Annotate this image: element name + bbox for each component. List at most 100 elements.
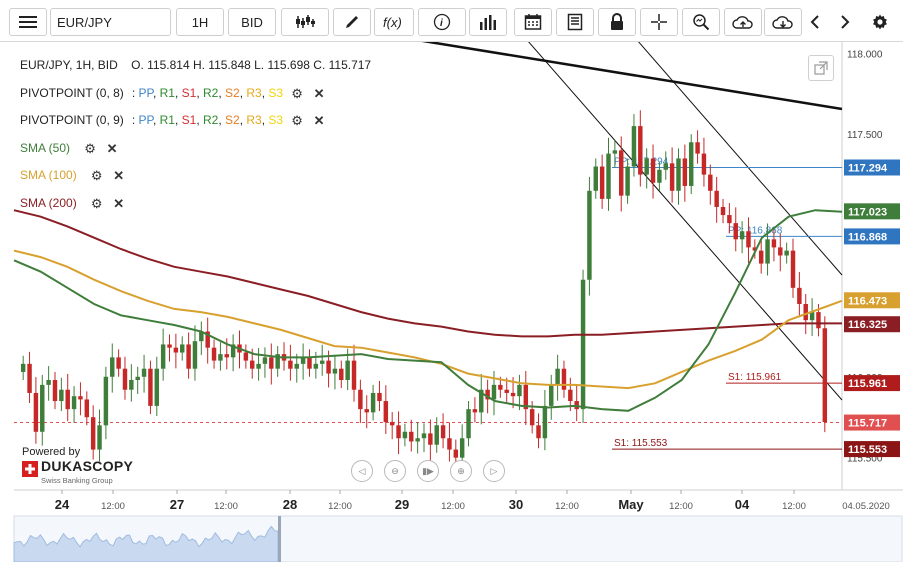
candle-body: [504, 389, 509, 393]
candle-body: [561, 368, 567, 390]
x-tick-label: May: [618, 497, 644, 512]
candle-body: [243, 352, 249, 361]
navigator[interactable]: [13, 515, 903, 562]
calendar-button[interactable]: [514, 8, 552, 36]
candle-body: [97, 425, 102, 450]
price-tag-label: 115.961: [848, 378, 887, 390]
close-icon[interactable]: ✕: [106, 140, 118, 156]
info-button[interactable]: i: [418, 8, 466, 36]
candle-body: [510, 392, 516, 397]
candle-body: [409, 431, 414, 442]
symbol-selector[interactable]: EUR/JPY: [50, 8, 171, 36]
candle-body: [275, 354, 280, 369]
pivot-separator: ,: [261, 85, 269, 100]
gear-icon[interactable]: ⚙: [291, 113, 303, 128]
candle-body: [708, 174, 713, 191]
sma100-label: SMA (100): [20, 168, 77, 182]
scroll-left-button[interactable]: [802, 8, 828, 36]
download-button[interactable]: [764, 8, 802, 36]
candle-body: [606, 153, 611, 199]
candle-body: [797, 287, 802, 305]
candle-body: [148, 368, 153, 406]
zoom-in-button[interactable]: ⊕: [450, 460, 472, 482]
chart-type-button[interactable]: [281, 8, 329, 36]
candle-body: [71, 396, 77, 410]
candle-body: [84, 399, 90, 418]
candle-body: [300, 357, 306, 364]
close-icon[interactable]: ✕: [113, 168, 125, 183]
close-icon[interactable]: ✕: [113, 195, 125, 211]
indicators-button[interactable]: f(x): [374, 8, 414, 36]
nav-back-button[interactable]: ◁: [351, 460, 373, 482]
candle-body: [160, 344, 166, 369]
template-button[interactable]: [556, 8, 594, 36]
candle-body: [542, 405, 548, 439]
scroll-right-button[interactable]: [832, 8, 858, 36]
pivot-separator: ,: [239, 85, 247, 100]
price-tag: [844, 228, 900, 245]
sma50-label: SMA (50): [20, 140, 71, 155]
candle-body: [790, 250, 796, 288]
candle-body: [377, 392, 382, 402]
zoom-icon: [693, 14, 710, 31]
x-tick-label: 24: [55, 497, 70, 512]
close-icon[interactable]: ✕: [313, 113, 325, 128]
popout-button[interactable]: [808, 55, 834, 81]
candle-body: [536, 425, 541, 439]
candle-body: [701, 153, 707, 175]
x-tick-label: 12:00: [441, 501, 465, 512]
pivot-separator: ,: [196, 113, 203, 127]
candle-body: [129, 380, 134, 390]
price-side-selector[interactable]: BID: [228, 8, 276, 36]
timeframe-selector[interactable]: 1H: [176, 8, 224, 36]
candle-body: [249, 360, 255, 369]
close-icon[interactable]: ✕: [313, 85, 325, 101]
candle-body: [453, 449, 459, 458]
candle-body: [205, 331, 210, 348]
candle-body: [154, 368, 160, 406]
candle-body: [625, 166, 630, 196]
nav-forward-button[interactable]: ▷: [483, 460, 505, 482]
gear-icon[interactable]: ⚙: [291, 85, 303, 101]
price-tag-label: 115.717: [848, 418, 887, 430]
pivot-separator: ,: [174, 113, 182, 127]
menu-icon[interactable]: [9, 8, 47, 36]
candle-body: [580, 279, 586, 410]
volume-button[interactable]: [469, 8, 507, 36]
candle-body: [739, 231, 745, 240]
candle-body: [638, 126, 643, 175]
price-chart[interactable]: PP: 117.294 PP: 116.868 S1: 115.961 S1: 115…: [0, 42, 903, 562]
candle-body: [669, 163, 675, 191]
gear-icon[interactable]: ⚙: [84, 140, 96, 156]
draw-tool-button[interactable]: [333, 8, 371, 36]
sma200-row: SMA (200) ⚙ ✕: [20, 190, 371, 218]
triangle-right-icon: ▷: [490, 465, 498, 476]
zoom-button[interactable]: [682, 8, 720, 36]
candle-body: [211, 347, 217, 361]
gear-icon[interactable]: ⚙: [90, 195, 103, 211]
timeframe-label: 1H: [191, 14, 209, 30]
pivot1-name: PIVOTPOINT (0, 8): [20, 85, 124, 100]
candle-body: [676, 158, 681, 191]
lock-button[interactable]: [598, 8, 636, 36]
x-tick-label: 04.05.2020: [842, 501, 890, 512]
candle-body: [307, 357, 312, 369]
upload-button[interactable]: [724, 8, 762, 36]
sma50-row: SMA (50) ⚙ ✕: [20, 135, 371, 163]
candle-body: [599, 166, 605, 199]
candle-body: [758, 250, 764, 264]
pivot-level-s1: S1: [181, 113, 197, 127]
crosshair-button[interactable]: [640, 8, 678, 36]
gear-icon[interactable]: ⚙: [90, 168, 103, 183]
settings-button[interactable]: [866, 8, 894, 36]
pivot-level-s3: S3: [268, 113, 284, 127]
candle-body: [440, 425, 446, 439]
candle-body: [485, 389, 490, 400]
zoom-out-button[interactable]: ⊖: [384, 460, 406, 482]
reset-view-button[interactable]: ▮▶: [417, 460, 439, 482]
candle-body: [517, 384, 522, 397]
x-tick-label: 28: [283, 497, 297, 512]
moving-averages: [13, 209, 843, 412]
ohlc-row: EUR/JPY, 1H, BID O. 115.814 H. 115.848 L…: [20, 52, 371, 80]
